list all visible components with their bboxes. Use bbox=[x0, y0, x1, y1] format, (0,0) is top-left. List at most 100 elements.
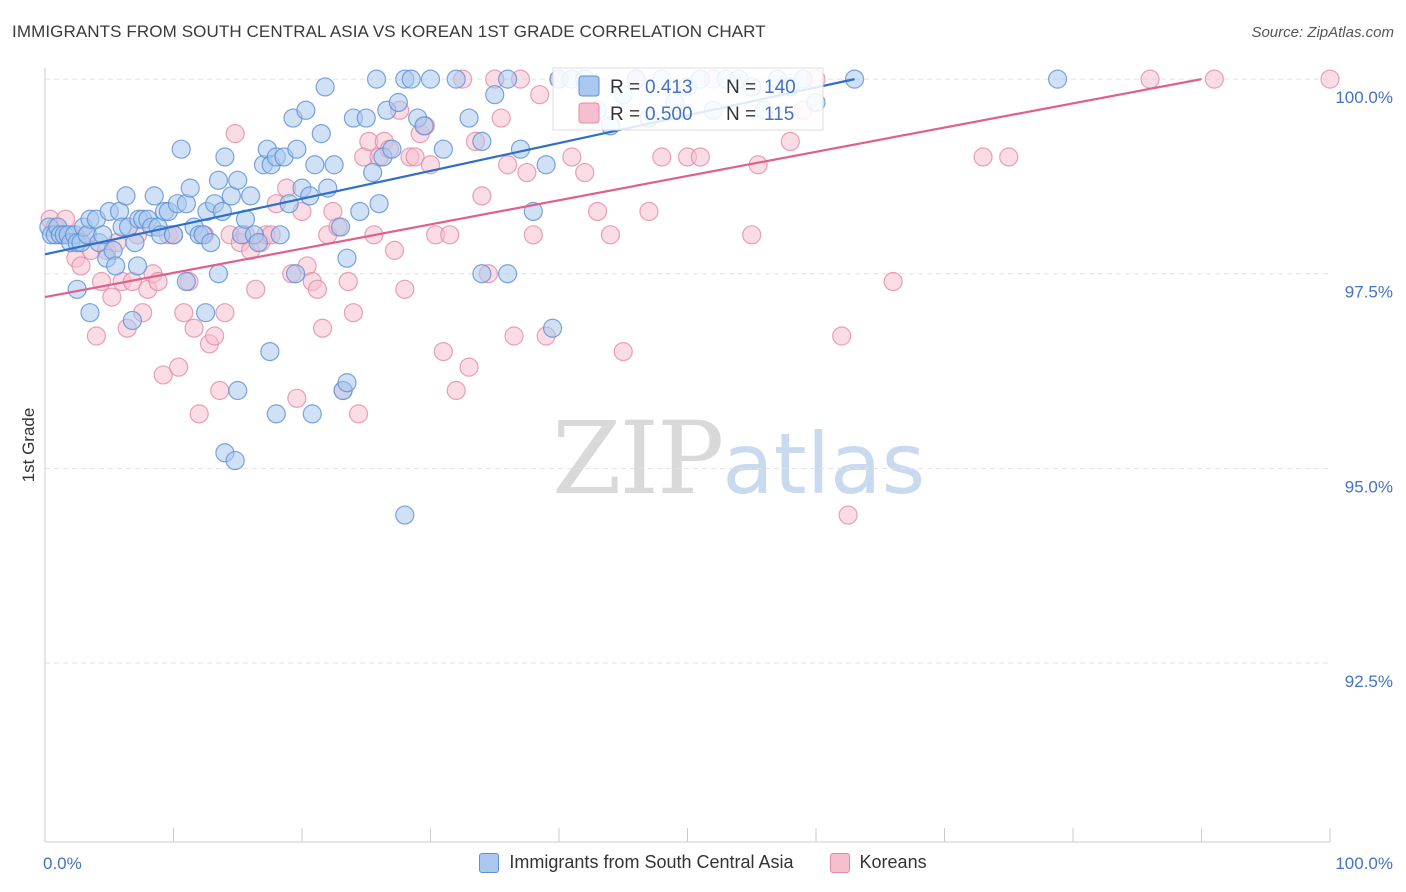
legend-swatch-pink bbox=[829, 852, 850, 873]
blue-point-66 bbox=[296, 100, 316, 120]
pink-point-32 bbox=[205, 326, 225, 346]
pink-point-111 bbox=[883, 271, 903, 292]
x-tick-label-1: 100.0% bbox=[1335, 854, 1393, 873]
series-legend: Immigrants from South Central Asia Korea… bbox=[0, 852, 1406, 873]
blue-point-76 bbox=[350, 201, 370, 222]
pink-point-25 bbox=[169, 357, 189, 377]
axes bbox=[44, 68, 1331, 843]
blue-point-88 bbox=[414, 116, 434, 136]
series-immigrants-points bbox=[39, 69, 1068, 525]
legend-r-label-1: R = bbox=[610, 104, 640, 125]
blue-point-23 bbox=[116, 186, 136, 206]
blue-point-25 bbox=[125, 233, 145, 253]
pink-point-47 bbox=[287, 388, 307, 408]
y-tick-label-0: 100.0% bbox=[1335, 88, 1393, 107]
blue-point-133 bbox=[225, 450, 245, 471]
blue-point-90 bbox=[433, 139, 453, 159]
watermark-logo: ZIPatlas bbox=[552, 400, 925, 517]
pink-point-29 bbox=[189, 404, 209, 424]
pink-point-94 bbox=[575, 162, 595, 183]
pink-point-99 bbox=[639, 201, 659, 222]
pink-point-106 bbox=[780, 131, 800, 152]
pink-point-36 bbox=[225, 124, 245, 144]
pink-point-96 bbox=[600, 225, 621, 245]
legend-swatch-blue bbox=[479, 852, 500, 873]
pink-point-116 bbox=[1320, 69, 1340, 89]
blue-point-50 bbox=[228, 170, 248, 190]
blue-point-84 bbox=[388, 92, 408, 113]
blue-point-44 bbox=[201, 233, 221, 253]
blue-point-91 bbox=[446, 69, 466, 89]
blue-point-141 bbox=[542, 318, 563, 338]
blue-point-89 bbox=[420, 69, 441, 89]
blue-point-139 bbox=[472, 264, 492, 284]
blue-point-86 bbox=[401, 69, 421, 89]
pink-point-109 bbox=[832, 326, 852, 346]
legend-item-immigrants[interactable]: Immigrants from South Central Asia bbox=[479, 852, 794, 873]
blue-point-138 bbox=[395, 505, 415, 525]
blue-point-95 bbox=[498, 69, 518, 89]
watermark-atlas: atlas bbox=[722, 415, 926, 513]
correlation-legend: R = 0.413 N = 140 R = 0.500 N = 115 bbox=[552, 67, 824, 131]
blue-point-69 bbox=[311, 124, 331, 144]
blue-point-39 bbox=[180, 178, 200, 198]
blue-point-78 bbox=[363, 162, 383, 183]
pink-point-86 bbox=[504, 326, 524, 346]
blue-point-129 bbox=[228, 380, 248, 401]
pink-point-113 bbox=[999, 147, 1019, 167]
blue-point-46 bbox=[208, 170, 229, 190]
pink-point-104 bbox=[742, 225, 762, 245]
blue-point-74 bbox=[337, 248, 357, 268]
pink-point-6 bbox=[71, 256, 91, 276]
pink-point-75 bbox=[433, 341, 453, 362]
pink-point-26 bbox=[174, 303, 194, 323]
legend-label-koreans: Koreans bbox=[859, 852, 927, 872]
y-tick-label-3: 92.5% bbox=[1345, 672, 1393, 691]
blue-point-123 bbox=[80, 303, 100, 323]
pink-point-68 bbox=[395, 279, 415, 299]
legend-label-immigrants: Immigrants from South Central Asia bbox=[509, 852, 794, 872]
blue-point-79 bbox=[366, 69, 387, 89]
source-credit: Source: ZipAtlas.com bbox=[1251, 24, 1394, 41]
legend-n-value-1: 115 bbox=[764, 104, 794, 125]
blue-point-16 bbox=[93, 225, 113, 245]
pink-point-85 bbox=[498, 155, 518, 175]
blue-point-130 bbox=[260, 341, 280, 362]
pink-point-90 bbox=[530, 85, 550, 105]
pink-point-115 bbox=[1204, 69, 1224, 89]
y-tick-label-2: 95.0% bbox=[1345, 477, 1393, 496]
legend-r-value-0: 0.413 bbox=[645, 77, 693, 98]
legend-n-label-0: N = bbox=[726, 77, 756, 98]
blue-point-19 bbox=[103, 240, 123, 260]
pink-point-77 bbox=[446, 380, 466, 401]
pink-point-110 bbox=[838, 505, 858, 525]
pink-point-114 bbox=[1140, 69, 1160, 89]
blue-point-30 bbox=[144, 186, 164, 206]
pink-point-89 bbox=[523, 225, 543, 245]
watermark-zip: ZIP bbox=[552, 400, 724, 517]
blue-point-137 bbox=[337, 373, 357, 393]
pink-point-112 bbox=[973, 147, 993, 167]
blue-point-53 bbox=[241, 186, 261, 206]
blue-point-124 bbox=[122, 310, 142, 331]
pink-point-9 bbox=[86, 326, 107, 346]
x-tick-label-0: 0.0% bbox=[43, 854, 82, 873]
legend-n-value-0: 140 bbox=[764, 77, 796, 98]
pink-point-70 bbox=[405, 147, 425, 167]
pink-point-58 bbox=[343, 303, 363, 323]
legend-item-koreans[interactable]: Koreans bbox=[829, 852, 927, 873]
blue-point-37 bbox=[171, 139, 191, 159]
pink-point-28 bbox=[184, 318, 204, 338]
legend-r-value-1: 0.500 bbox=[645, 104, 693, 125]
blue-point-70 bbox=[315, 77, 335, 97]
pink-point-97 bbox=[613, 341, 633, 362]
blue-point-83 bbox=[382, 139, 402, 159]
blue-point-128 bbox=[208, 264, 229, 284]
pink-point-52 bbox=[312, 318, 333, 338]
blue-point-134 bbox=[285, 264, 306, 284]
blue-point-93 bbox=[472, 131, 492, 152]
pink-point-81 bbox=[472, 186, 492, 206]
blue-point-121 bbox=[1047, 69, 1068, 89]
pink-point-57 bbox=[338, 271, 358, 292]
